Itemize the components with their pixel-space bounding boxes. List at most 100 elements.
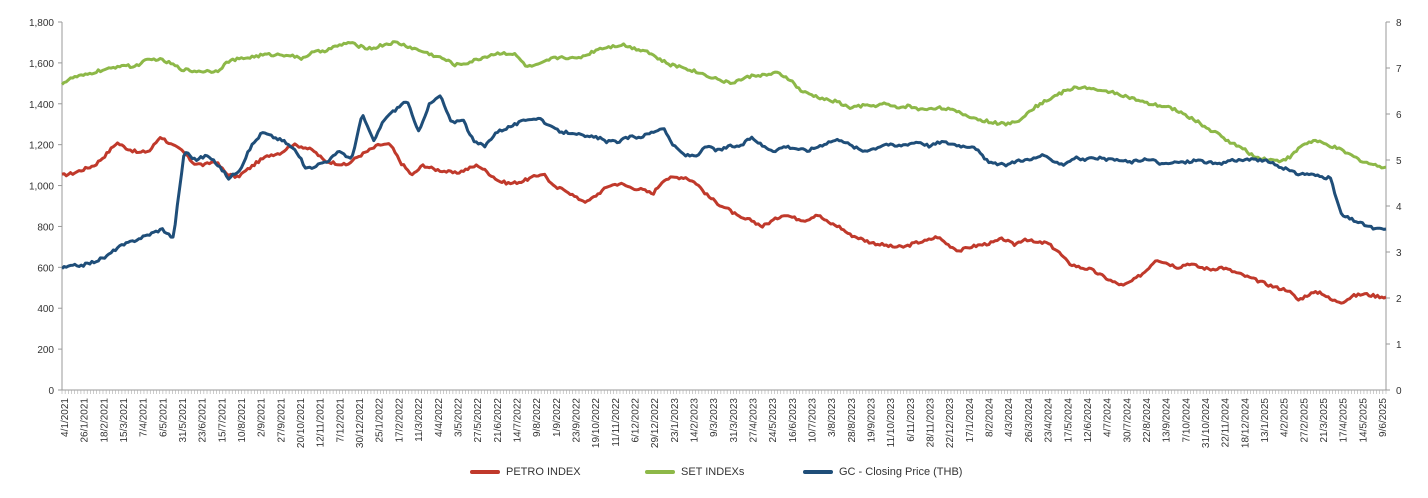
x-tick-label: 13/1/2025 — [1260, 398, 1271, 443]
x-tick-label: 19/10/2022 — [591, 398, 602, 448]
x-tick-label: 17/5/2024 — [1063, 398, 1074, 443]
x-tick-label: 30/7/2024 — [1122, 398, 1133, 443]
y-left-tick-label: 200 — [37, 345, 54, 356]
x-tick-label: 22/8/2024 — [1142, 398, 1153, 443]
x-tick-label: 4/1/2021 — [60, 398, 71, 437]
x-tick-label: 4/7/2024 — [1103, 398, 1114, 437]
x-tick-label: 2/9/2021 — [257, 398, 268, 437]
x-tick-label: 23/1/2023 — [670, 398, 681, 443]
x-tick-label: 6/5/2021 — [158, 398, 169, 437]
x-tick-label: 6/11/2023 — [906, 398, 917, 442]
x-tick-label: 30/12/2021 — [355, 398, 366, 448]
x-tick-label: 28/11/2023 — [926, 398, 937, 448]
x-tick-label: 8/2/2024 — [985, 398, 996, 437]
chart-legend: PETRO INDEX SET INDEXs GC - Closing Pric… — [0, 460, 1428, 484]
x-tick-label: 9/3/2023 — [709, 398, 720, 437]
legend-item-gc-closing-price: GC - Closing Price (THB) — [803, 460, 962, 484]
x-tick-label: 1/9/2022 — [552, 398, 563, 437]
x-tick-label: 29/12/2022 — [650, 398, 661, 448]
x-tick-label: 12/11/2021 — [316, 398, 327, 448]
y-right-tick-label: 1 — [1396, 340, 1402, 351]
x-tick-label: 25/1/2022 — [375, 398, 386, 443]
x-tick-label: 10/7/2023 — [808, 398, 819, 443]
ticks-layer: 0 200 400 600 800 1,000 1,200 1,400 1,600 1,800 0 1… — [29, 18, 1402, 448]
legend-label-gc-closing-price: GC - Closing Price (THB) — [839, 466, 963, 478]
x-tick-label: 16/6/2023 — [788, 398, 799, 443]
y-left-tick-label: 400 — [37, 304, 54, 315]
x-tick-label: 10/8/2021 — [237, 398, 248, 443]
x-tick-label: 15/3/2021 — [119, 398, 130, 443]
legend-label-set-indexs: SET INDEXs — [681, 466, 745, 478]
x-tick-label: 12/6/2024 — [1083, 398, 1094, 443]
y-right-tick-label: 5 — [1396, 156, 1402, 167]
x-tick-label: 4/2/2025 — [1280, 398, 1291, 437]
y-right-tick-label: 8 — [1396, 18, 1402, 29]
x-tick-label: 27/2/2025 — [1299, 398, 1310, 443]
y-right-tick-label: 6 — [1396, 110, 1402, 121]
y-left-tick-label: 0 — [48, 386, 54, 397]
x-tick-label: 26/1/2021 — [80, 398, 91, 443]
y-left-tick-label: 1,000 — [29, 182, 54, 193]
x-tick-label: 23/6/2021 — [198, 398, 209, 443]
x-tick-label: 20/10/2021 — [296, 398, 307, 448]
legend-item-petro-index: PETRO INDEX — [470, 460, 581, 484]
legend-swatch-set-indexs — [645, 470, 675, 474]
x-tick-label: 11/11/2022 — [611, 398, 622, 447]
y-left-tick-label: 1,800 — [29, 18, 54, 29]
y-left-tick-label: 1,600 — [29, 59, 54, 70]
x-tick-label: 26/3/2024 — [1024, 398, 1035, 443]
x-tick-label: 4/3/2024 — [1004, 398, 1015, 437]
y-left-tick-label: 600 — [37, 263, 54, 274]
x-tick-label: 21/3/2025 — [1319, 398, 1330, 443]
x-tick-label: 23/4/2024 — [1044, 398, 1055, 443]
legend-item-set-indexs: SET INDEXs — [645, 460, 744, 484]
y-right-tick-label: 2 — [1396, 294, 1402, 305]
x-tick-label: 17/2/2022 — [394, 398, 405, 443]
x-tick-label: 6/12/2022 — [630, 398, 641, 443]
series-line-set-indexs — [60, 40, 1387, 170]
x-tick-label: 21/6/2022 — [493, 398, 504, 443]
x-tick-label: 28/8/2023 — [847, 398, 858, 443]
x-tick-label: 7/12/2021 — [335, 398, 346, 443]
x-tick-label: 27/9/2021 — [276, 398, 287, 443]
x-tick-label: 4/4/2022 — [434, 398, 445, 437]
x-tick-label: 9/6/2025 — [1378, 398, 1389, 437]
x-tick-label: 27/5/2022 — [473, 398, 484, 443]
legend-label-petro-index: PETRO INDEX — [506, 466, 581, 478]
x-tick-label: 24/5/2023 — [768, 398, 779, 443]
series-layer — [60, 40, 1387, 305]
x-tick-label: 17/4/2025 — [1339, 398, 1350, 443]
series-line-petro-index — [61, 136, 1387, 305]
y-right-tick-label: 0 — [1396, 386, 1402, 397]
x-tick-label: 3/8/2023 — [827, 398, 838, 437]
x-tick-label: 18/2/2021 — [99, 398, 110, 443]
x-tick-label: 11/10/2023 — [886, 398, 897, 448]
y-right-tick-label: 4 — [1396, 202, 1402, 213]
x-tick-label: 3/5/2022 — [453, 398, 464, 437]
x-tick-label: 11/3/2022 — [414, 398, 425, 442]
x-tick-label: 22/12/2023 — [945, 398, 956, 448]
x-tick-label: 23/9/2022 — [571, 398, 582, 443]
legend-swatch-petro-index — [470, 470, 500, 474]
x-tick-label: 9/8/2022 — [532, 398, 543, 437]
x-tick-label: 15/7/2021 — [217, 398, 228, 443]
x-tick-label: 14/7/2022 — [512, 398, 523, 443]
x-tick-label: 17/1/2024 — [965, 398, 976, 443]
x-tick-label: 31/5/2021 — [178, 398, 189, 443]
y-right-tick-label: 3 — [1396, 248, 1402, 259]
y-left-tick-label: 1,200 — [29, 141, 54, 152]
x-tick-label: 14/5/2025 — [1358, 398, 1369, 443]
x-tick-label: 22/11/2024 — [1221, 398, 1232, 448]
series-line-gc-closing-price-thb- — [60, 94, 1387, 270]
legend-swatch-gc-closing-price — [803, 470, 833, 474]
x-tick-label: 31/10/2024 — [1201, 398, 1212, 448]
x-tick-label: 7/4/2021 — [139, 398, 150, 437]
y-left-tick-label: 800 — [37, 222, 54, 233]
y-left-tick-label: 1,400 — [29, 100, 54, 111]
x-tick-label: 31/3/2023 — [729, 398, 740, 443]
x-tick-label: 13/9/2024 — [1162, 398, 1173, 443]
y-right-tick-label: 7 — [1396, 64, 1402, 75]
x-tick-label: 27/4/2023 — [749, 398, 760, 443]
